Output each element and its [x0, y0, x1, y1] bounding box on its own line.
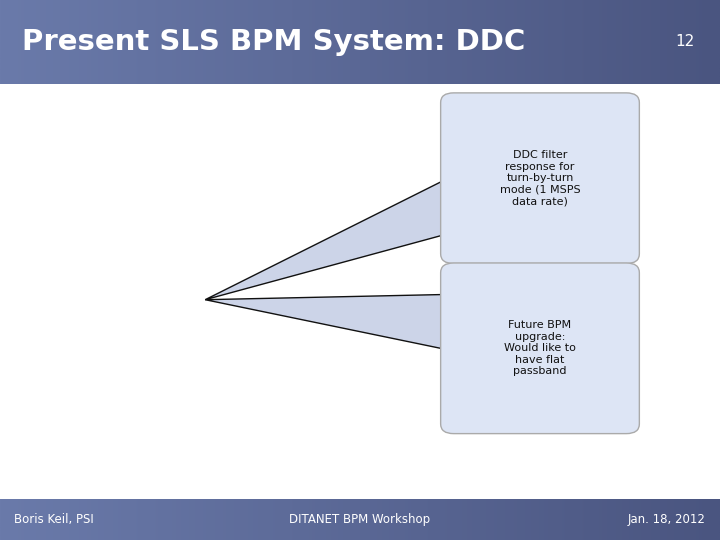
Text: Boris Keil, PSI: Boris Keil, PSI	[14, 513, 94, 526]
Text: 12: 12	[675, 35, 695, 49]
FancyBboxPatch shape	[441, 263, 639, 434]
Text: Jan. 18, 2012: Jan. 18, 2012	[628, 513, 706, 526]
Text: DDC filter
response for
turn-by-turn
mode (1 MSPS
data rate): DDC filter response for turn-by-turn mod…	[500, 150, 580, 206]
Text: Present SLS BPM System: DDC: Present SLS BPM System: DDC	[22, 28, 525, 56]
FancyBboxPatch shape	[441, 93, 639, 264]
Polygon shape	[205, 294, 454, 351]
Text: DITANET BPM Workshop: DITANET BPM Workshop	[289, 513, 431, 526]
Polygon shape	[205, 176, 454, 300]
Text: Future BPM
upgrade:
Would like to
have flat
passband: Future BPM upgrade: Would like to have f…	[504, 320, 576, 376]
